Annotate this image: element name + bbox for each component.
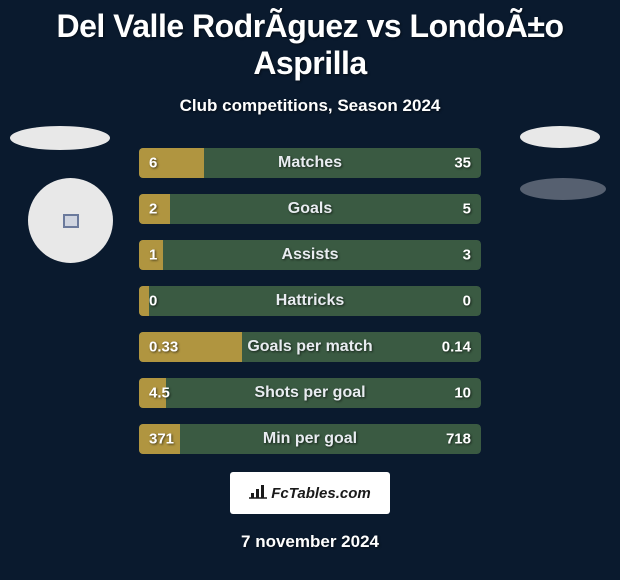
stat-row: 6 Matches 35 <box>139 148 481 178</box>
stat-row: 0 Hattricks 0 <box>139 286 481 316</box>
stat-value-right: 0.14 <box>442 339 471 356</box>
date-text: 7 november 2024 <box>0 532 620 552</box>
logo-text: FcTables.com <box>249 483 370 503</box>
stat-value-left: 371 <box>149 431 174 448</box>
stat-label: Goals <box>288 200 332 218</box>
stat-value-left: 4.5 <box>149 385 170 402</box>
chart-icon <box>249 483 269 503</box>
logo-box: FcTables.com <box>230 472 390 514</box>
stat-label: Hattricks <box>276 292 344 310</box>
stat-label: Shots per goal <box>254 384 365 402</box>
stat-value-left: 1 <box>149 247 157 264</box>
logo-label: FcTables.com <box>271 485 370 502</box>
left-decor-circle <box>28 178 113 263</box>
stat-label: Matches <box>278 154 342 172</box>
stats-container: 6 Matches 35 2 Goals 5 1 Assists 3 0 Hattricks 0 0.3… <box>139 148 481 454</box>
stat-left-bar <box>139 286 149 316</box>
stat-value-right: 718 <box>446 431 471 448</box>
stat-label: Goals per match <box>247 338 372 356</box>
stat-value-left: 0 <box>149 293 157 310</box>
stat-row: 371 Min per goal 718 <box>139 424 481 454</box>
stat-value-right: 3 <box>463 247 471 264</box>
page-title: Del Valle RodrÃ­guez vs LondoÃ±o Asprill… <box>0 0 620 82</box>
stat-label: Min per goal <box>263 430 357 448</box>
stat-row: 2 Goals 5 <box>139 194 481 224</box>
stat-row: 1 Assists 3 <box>139 240 481 270</box>
stat-value-left: 6 <box>149 155 157 172</box>
stat-value-left: 0.33 <box>149 339 178 356</box>
stat-value-left: 2 <box>149 201 157 218</box>
stat-row: 0.33 Goals per match 0.14 <box>139 332 481 362</box>
stat-value-right: 35 <box>454 155 471 172</box>
stat-value-right: 0 <box>463 293 471 310</box>
subtitle: Club competitions, Season 2024 <box>0 96 620 116</box>
right-decor-ellipse-2 <box>520 178 606 200</box>
right-decor-ellipse-1 <box>520 126 600 148</box>
stat-label: Assists <box>282 246 339 264</box>
stat-row: 4.5 Shots per goal 10 <box>139 378 481 408</box>
left-decor-ellipse <box>10 126 110 150</box>
stat-value-right: 5 <box>463 201 471 218</box>
placeholder-icon <box>63 214 79 228</box>
stat-value-right: 10 <box>454 385 471 402</box>
